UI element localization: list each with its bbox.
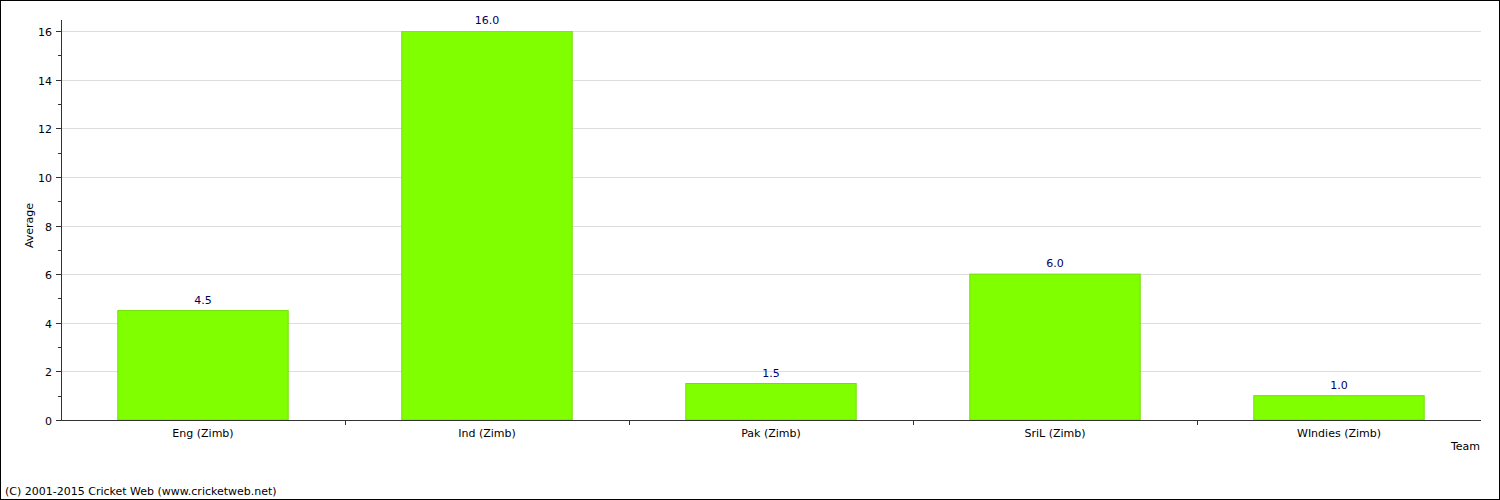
- bar: [118, 311, 288, 420]
- x-tick-label: Eng (Zimb): [172, 427, 233, 440]
- minor-tick: [58, 153, 61, 154]
- minor-tick: [58, 396, 61, 397]
- x-tick-label: Pak (Zimb): [741, 427, 801, 440]
- y-tick: [56, 80, 61, 81]
- bar: [402, 31, 572, 420]
- bars: [118, 31, 1424, 420]
- y-tick: [56, 371, 61, 372]
- data-label: 4.5: [194, 294, 212, 307]
- minor-tick: [58, 55, 61, 56]
- grid-line: [61, 274, 1481, 275]
- y-tick-label: 8: [45, 221, 52, 234]
- y-axis-label: Average: [23, 203, 36, 248]
- grid-line: [61, 80, 1481, 81]
- x-tick-label: Ind (Zimb): [458, 427, 516, 440]
- y-tick: [56, 420, 61, 421]
- y-tick: [56, 177, 61, 178]
- data-label: 1.5: [762, 367, 780, 380]
- x-tick: [345, 420, 346, 425]
- data-label: 6.0: [1046, 257, 1064, 270]
- grid-line: [61, 31, 1481, 32]
- y-tick-label: 4: [45, 318, 52, 331]
- minor-tick: [58, 201, 61, 202]
- annotation: (C) 2001-2015 Cricket Web (www.cricketwe…: [5, 485, 277, 498]
- y-tick-label: 6: [45, 269, 52, 282]
- y-tick-label: 10: [38, 172, 52, 185]
- x-tick: [629, 420, 630, 425]
- y-tick-label: 0: [45, 415, 52, 428]
- minor-tick: [58, 104, 61, 105]
- y-axis: [61, 20, 62, 420]
- data-label: 1.0: [1330, 379, 1348, 392]
- y-tick-label: 12: [38, 123, 52, 136]
- x-axis: [61, 420, 1481, 421]
- y-tick: [56, 128, 61, 129]
- data-label: 16.0: [475, 14, 500, 27]
- x-tick: [913, 420, 914, 425]
- y-tick-label: 2: [45, 366, 52, 379]
- minor-tick: [58, 250, 61, 251]
- grid-line: [61, 177, 1481, 178]
- y-tick: [56, 226, 61, 227]
- minor-tick: [58, 347, 61, 348]
- x-axis-label: Team: [1450, 440, 1480, 453]
- x-tick-label: WIndies (Zimb): [1297, 427, 1381, 440]
- bar: [970, 274, 1140, 420]
- grid-line: [61, 226, 1481, 227]
- minor-tick: [58, 298, 61, 299]
- y-tick: [56, 323, 61, 324]
- x-tick-label: SriL (Zimb): [1024, 427, 1085, 440]
- bar: [686, 384, 856, 420]
- y-tick-label: 14: [38, 75, 52, 88]
- grid-line: [61, 128, 1481, 129]
- x-tick: [1197, 420, 1198, 425]
- y-tick: [56, 274, 61, 275]
- y-tick: [56, 31, 61, 32]
- frame: [1, 1, 1500, 500]
- y-tick-label: 16: [38, 26, 52, 39]
- bar: [1254, 396, 1424, 420]
- chart: 0 2 4 6 8 10 12 14 16 Eng (Zimb) 4.5 Ind (Zimb) 16.0…: [0, 0, 1500, 500]
